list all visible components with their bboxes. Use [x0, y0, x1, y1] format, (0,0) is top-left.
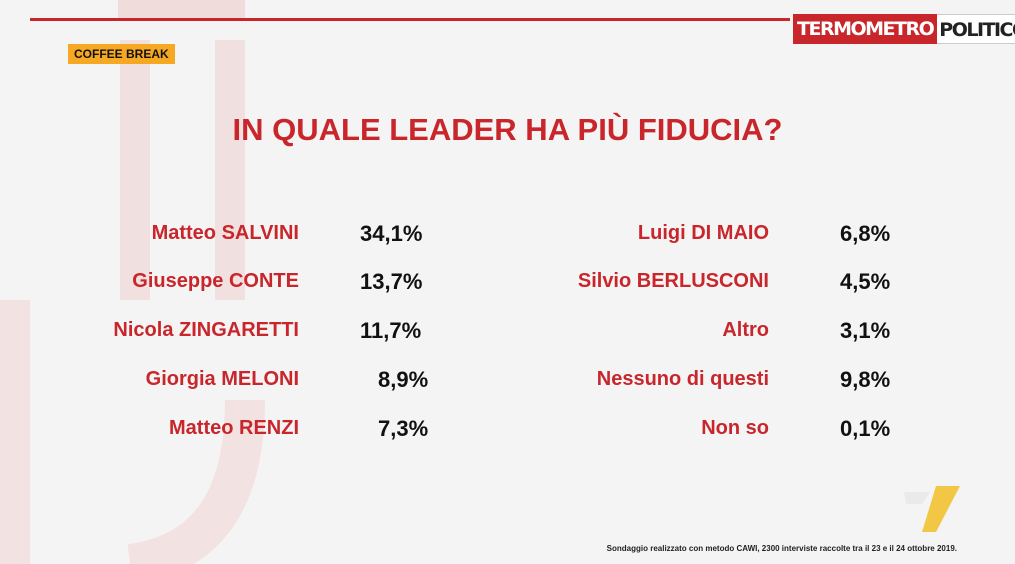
left-value-1: 34,1%	[360, 221, 423, 246]
left-value-5: 7,3%	[378, 416, 429, 441]
la7-watermark-icon	[904, 486, 960, 532]
right-value-5: 0,1%	[840, 416, 891, 441]
logo-part-2: POLITICO	[937, 14, 1015, 44]
right-value-4: 9,8%	[840, 367, 891, 392]
left-value-3: 11,7%	[360, 318, 422, 343]
footnote: Sondaggio realizzato con metodo CAWI, 23…	[606, 544, 957, 553]
right-value-2: 4,5%	[840, 269, 891, 294]
left-name-2: Giuseppe CONTE	[132, 270, 299, 292]
right-value-1: 6,8%	[840, 221, 891, 246]
right-name-3: Altro	[722, 319, 769, 341]
right-name-2: Silvio BERLUSCONI	[577, 270, 769, 292]
termometro-politico-logo: TERMOMETRO POLITICO	[793, 14, 1015, 44]
left-name-5: Matteo RENZI	[169, 417, 299, 439]
top-rule	[30, 18, 790, 21]
left-value-4: 8,9%	[378, 367, 429, 392]
right-name-1: Luigi DI MAIO	[637, 222, 769, 244]
page-title: IN QUALE LEADER HA PIÙ FIDUCIA?	[232, 112, 783, 147]
right-name-4: Nessuno di questi	[596, 368, 769, 390]
logo-part-1: TERMOMETRO	[793, 14, 938, 44]
right-name-5: Non so	[701, 417, 769, 439]
left-name-4: Giorgia MELONI	[145, 368, 299, 390]
left-value-2: 13,7%	[360, 269, 423, 294]
right-value-3: 3,1%	[840, 318, 891, 343]
left-name-1: Matteo SALVINI	[151, 222, 299, 244]
left-name-3: Nicola ZINGARETTI	[113, 319, 299, 341]
coffee-break-tag: COFFEE BREAK	[68, 44, 175, 64]
